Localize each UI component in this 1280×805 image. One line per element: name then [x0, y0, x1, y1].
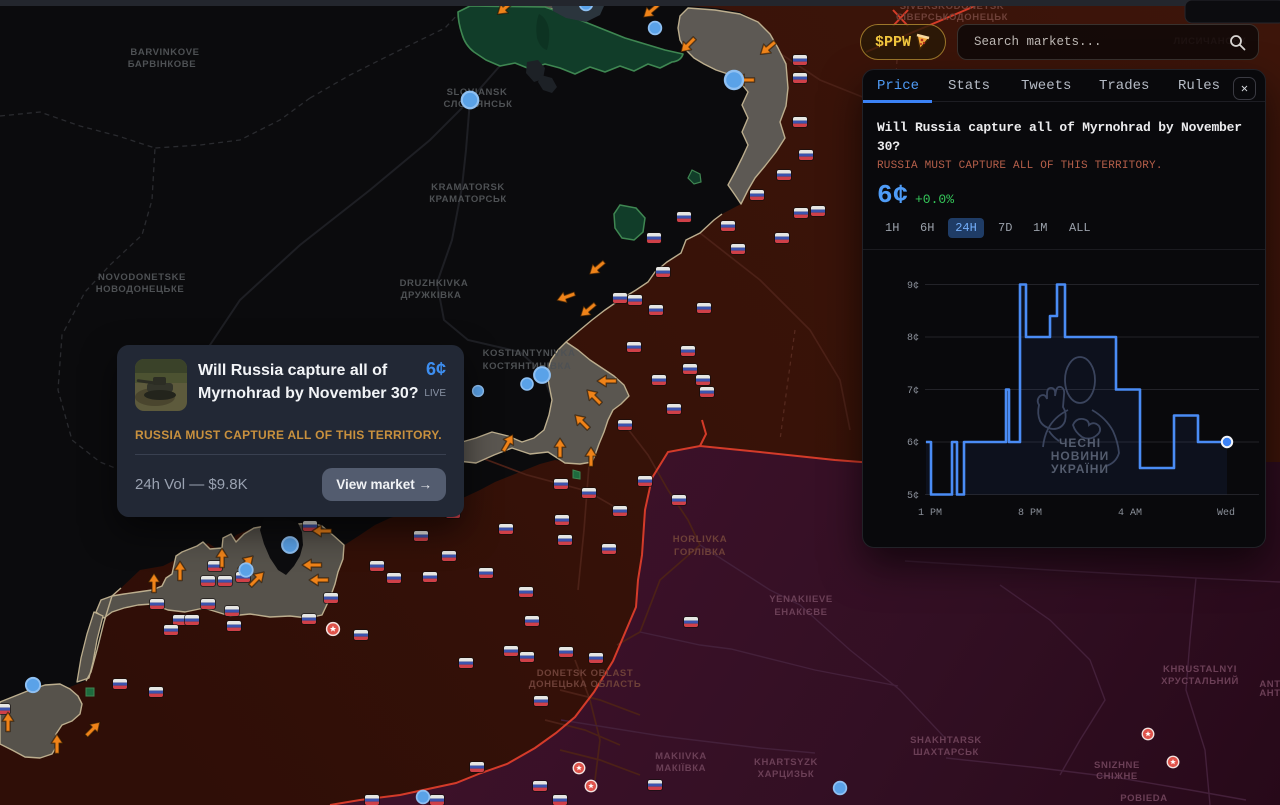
- svg-text:7¢: 7¢: [907, 386, 919, 397]
- svg-text:НОВОДОНЕЦЬКЕ: НОВОДОНЕЦЬКЕ: [96, 284, 185, 295]
- svg-text:4 AM: 4 AM: [1118, 508, 1142, 519]
- svg-text:ЕНАКІЄВЕ: ЕНАКІЄВЕ: [774, 607, 827, 618]
- svg-text:СІВЕРСЬКОДОНЕЦЬК: СІВЕРСЬКОДОНЕЦЬК: [896, 12, 1008, 23]
- svg-text:SNIZHNE: SNIZHNE: [1094, 760, 1140, 771]
- svg-text:KHARTSYZK: KHARTSYZK: [754, 757, 818, 768]
- svg-text:POBIEDA: POBIEDA: [1120, 793, 1167, 804]
- svg-text:1 PM: 1 PM: [918, 508, 942, 519]
- svg-text:SIVERSKODONETSK: SIVERSKODONETSK: [900, 1, 1005, 12]
- svg-text:8¢: 8¢: [907, 333, 919, 344]
- svg-text:5¢: 5¢: [907, 491, 919, 502]
- svg-text:KOSTIANTYNIVKA: KOSTIANTYNIVKA: [483, 348, 576, 359]
- svg-text:УКРАЇНИ: УКРАЇНИ: [1051, 461, 1109, 476]
- svg-text:HORLIVKA: HORLIVKA: [673, 534, 727, 545]
- svg-text:ХАРЦИЗЬК: ХАРЦИЗЬК: [758, 769, 815, 780]
- svg-text:NOVODONETSKE: NOVODONETSKE: [98, 272, 186, 283]
- svg-text:ДОНЕЦЬКА ОБЛАСТЬ: ДОНЕЦЬКА ОБЛАСТЬ: [529, 679, 642, 690]
- svg-text:СНІЖНЕ: СНІЖНЕ: [1096, 771, 1138, 782]
- svg-text:KRAMATORSK: KRAMATORSK: [431, 182, 505, 193]
- svg-text:BARVINKOVE: BARVINKOVE: [130, 47, 199, 58]
- svg-text:KHRUSTALNYI: KHRUSTALNYI: [1163, 664, 1237, 675]
- svg-text:DRUZHKIVKA: DRUZHKIVKA: [400, 278, 469, 289]
- svg-text:КРАМАТОРСЬК: КРАМАТОРСЬК: [429, 194, 507, 205]
- svg-text:ХРУСТАЛЬНИЙ: ХРУСТАЛЬНИЙ: [1161, 675, 1239, 687]
- svg-text:ГОРЛІВКА: ГОРЛІВКА: [674, 547, 726, 558]
- svg-text:БАРВІНКОВЕ: БАРВІНКОВЕ: [128, 59, 196, 70]
- svg-text:ЧЕСНІ: ЧЕСНІ: [1059, 436, 1101, 450]
- svg-text:6¢: 6¢: [907, 438, 919, 449]
- svg-text:SHAKHTARSK: SHAKHTARSK: [910, 735, 982, 746]
- svg-text:КОСТЯНТИНІВКА: КОСТЯНТИНІВКА: [483, 361, 572, 372]
- svg-text:SLOVIANSK: SLOVIANSK: [447, 87, 508, 98]
- svg-text:ДРУЖКІВКА: ДРУЖКІВКА: [401, 290, 462, 301]
- svg-text:АНТ: АНТ: [1259, 688, 1280, 699]
- svg-text:MAKIIVKA: MAKIIVKA: [655, 751, 707, 762]
- svg-text:ШАХТАРСЬК: ШАХТАРСЬК: [913, 747, 979, 758]
- svg-text:МАКІЇВКА: МАКІЇВКА: [656, 763, 706, 774]
- svg-text:8 PM: 8 PM: [1018, 508, 1042, 519]
- svg-text:DONETSK OBLAST: DONETSK OBLAST: [537, 668, 634, 679]
- svg-text:YENAKIIEVE: YENAKIIEVE: [769, 594, 833, 605]
- svg-text:Wed: Wed: [1217, 507, 1235, 519]
- svg-text:ANT: ANT: [1259, 679, 1280, 690]
- svg-text:НОВИНИ: НОВИНИ: [1051, 449, 1110, 463]
- svg-text:9¢: 9¢: [907, 281, 919, 292]
